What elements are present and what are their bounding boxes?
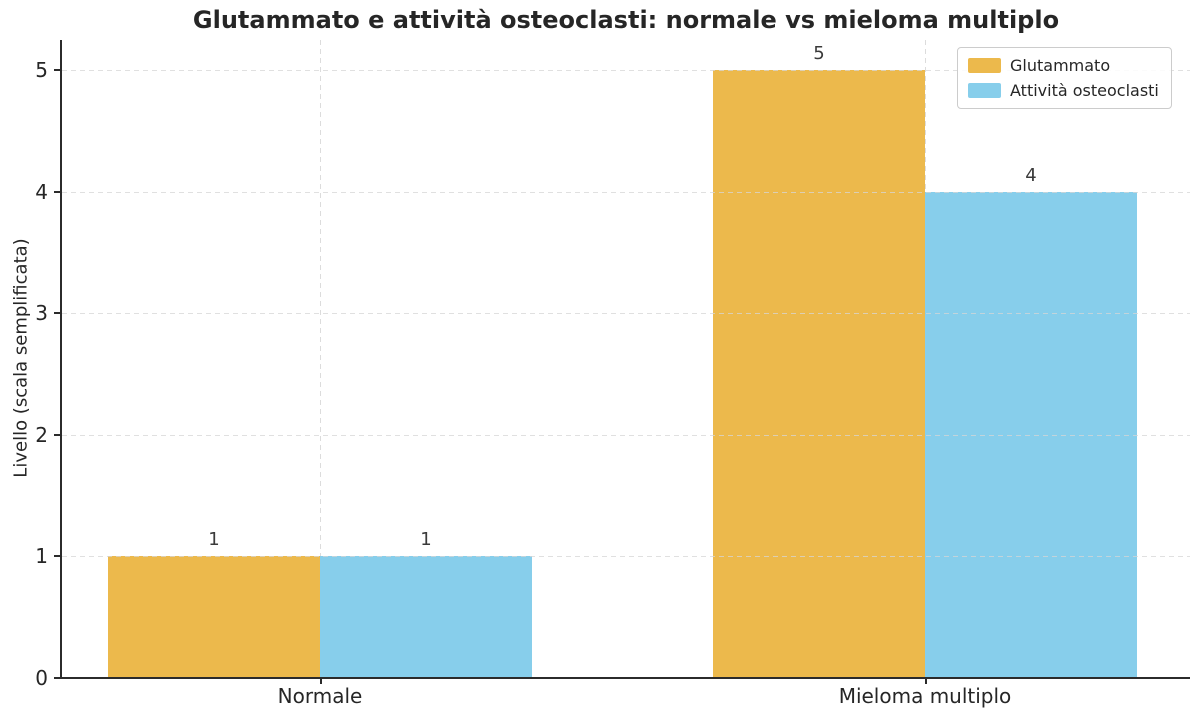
- bar-attivita-osteoclasti-normale: [320, 556, 532, 678]
- y-tick: [54, 433, 60, 436]
- y-gridline: [62, 556, 1190, 558]
- bar-glutammato-mieloma-multiplo: [713, 70, 925, 678]
- y-tick-label: 1: [35, 544, 48, 569]
- y-gridline: [62, 70, 1190, 71]
- bar-value-label: 1: [208, 529, 220, 551]
- y-gridline: [62, 191, 1190, 193]
- y-axis-spine: [60, 40, 62, 679]
- bar-attivita-osteoclasti-mieloma-multiplo: [925, 191, 1137, 678]
- legend-swatch-attivita-osteoclasti: [968, 83, 1001, 98]
- x-axis-spine: [60, 677, 1190, 679]
- legend-label: Glutammato: [1010, 56, 1111, 75]
- y-tick: [54, 190, 60, 193]
- y-tick-label: 3: [35, 301, 48, 326]
- x-gridline: [320, 40, 321, 678]
- legend-swatch-glutammato: [968, 58, 1001, 73]
- x-tick: [320, 679, 322, 684]
- x-tick-label: Mieloma multiplo: [838, 684, 1012, 708]
- y-tick: [54, 555, 60, 558]
- y-gridline: [62, 313, 1190, 315]
- y-tick: [54, 69, 60, 71]
- y-gridline: [62, 434, 1190, 436]
- bar-value-label: 5: [813, 43, 825, 64]
- chart-title: Glutammato e attività osteoclasti: norma…: [192, 6, 1060, 34]
- bar-glutammato-normale: [108, 556, 320, 678]
- y-tick-label: 4: [35, 179, 48, 204]
- y-tick-label: 2: [35, 422, 48, 447]
- bar-value-label: 1: [420, 529, 432, 551]
- bar-value-label: 4: [1025, 164, 1037, 186]
- legend-label: Attività osteoclasti: [1010, 81, 1159, 100]
- y-tick-label: 0: [35, 666, 48, 690]
- x-tick-label: Normale: [277, 684, 363, 708]
- y-tick: [54, 312, 60, 315]
- x-tick: [925, 679, 927, 684]
- y-tick: [54, 677, 60, 679]
- legend-row: Attività osteoclasti: [968, 81, 1159, 100]
- legend: Glutammato Attività osteoclasti: [957, 47, 1172, 109]
- y-tick-label: 5: [35, 58, 48, 82]
- legend-row: Glutammato: [968, 56, 1159, 75]
